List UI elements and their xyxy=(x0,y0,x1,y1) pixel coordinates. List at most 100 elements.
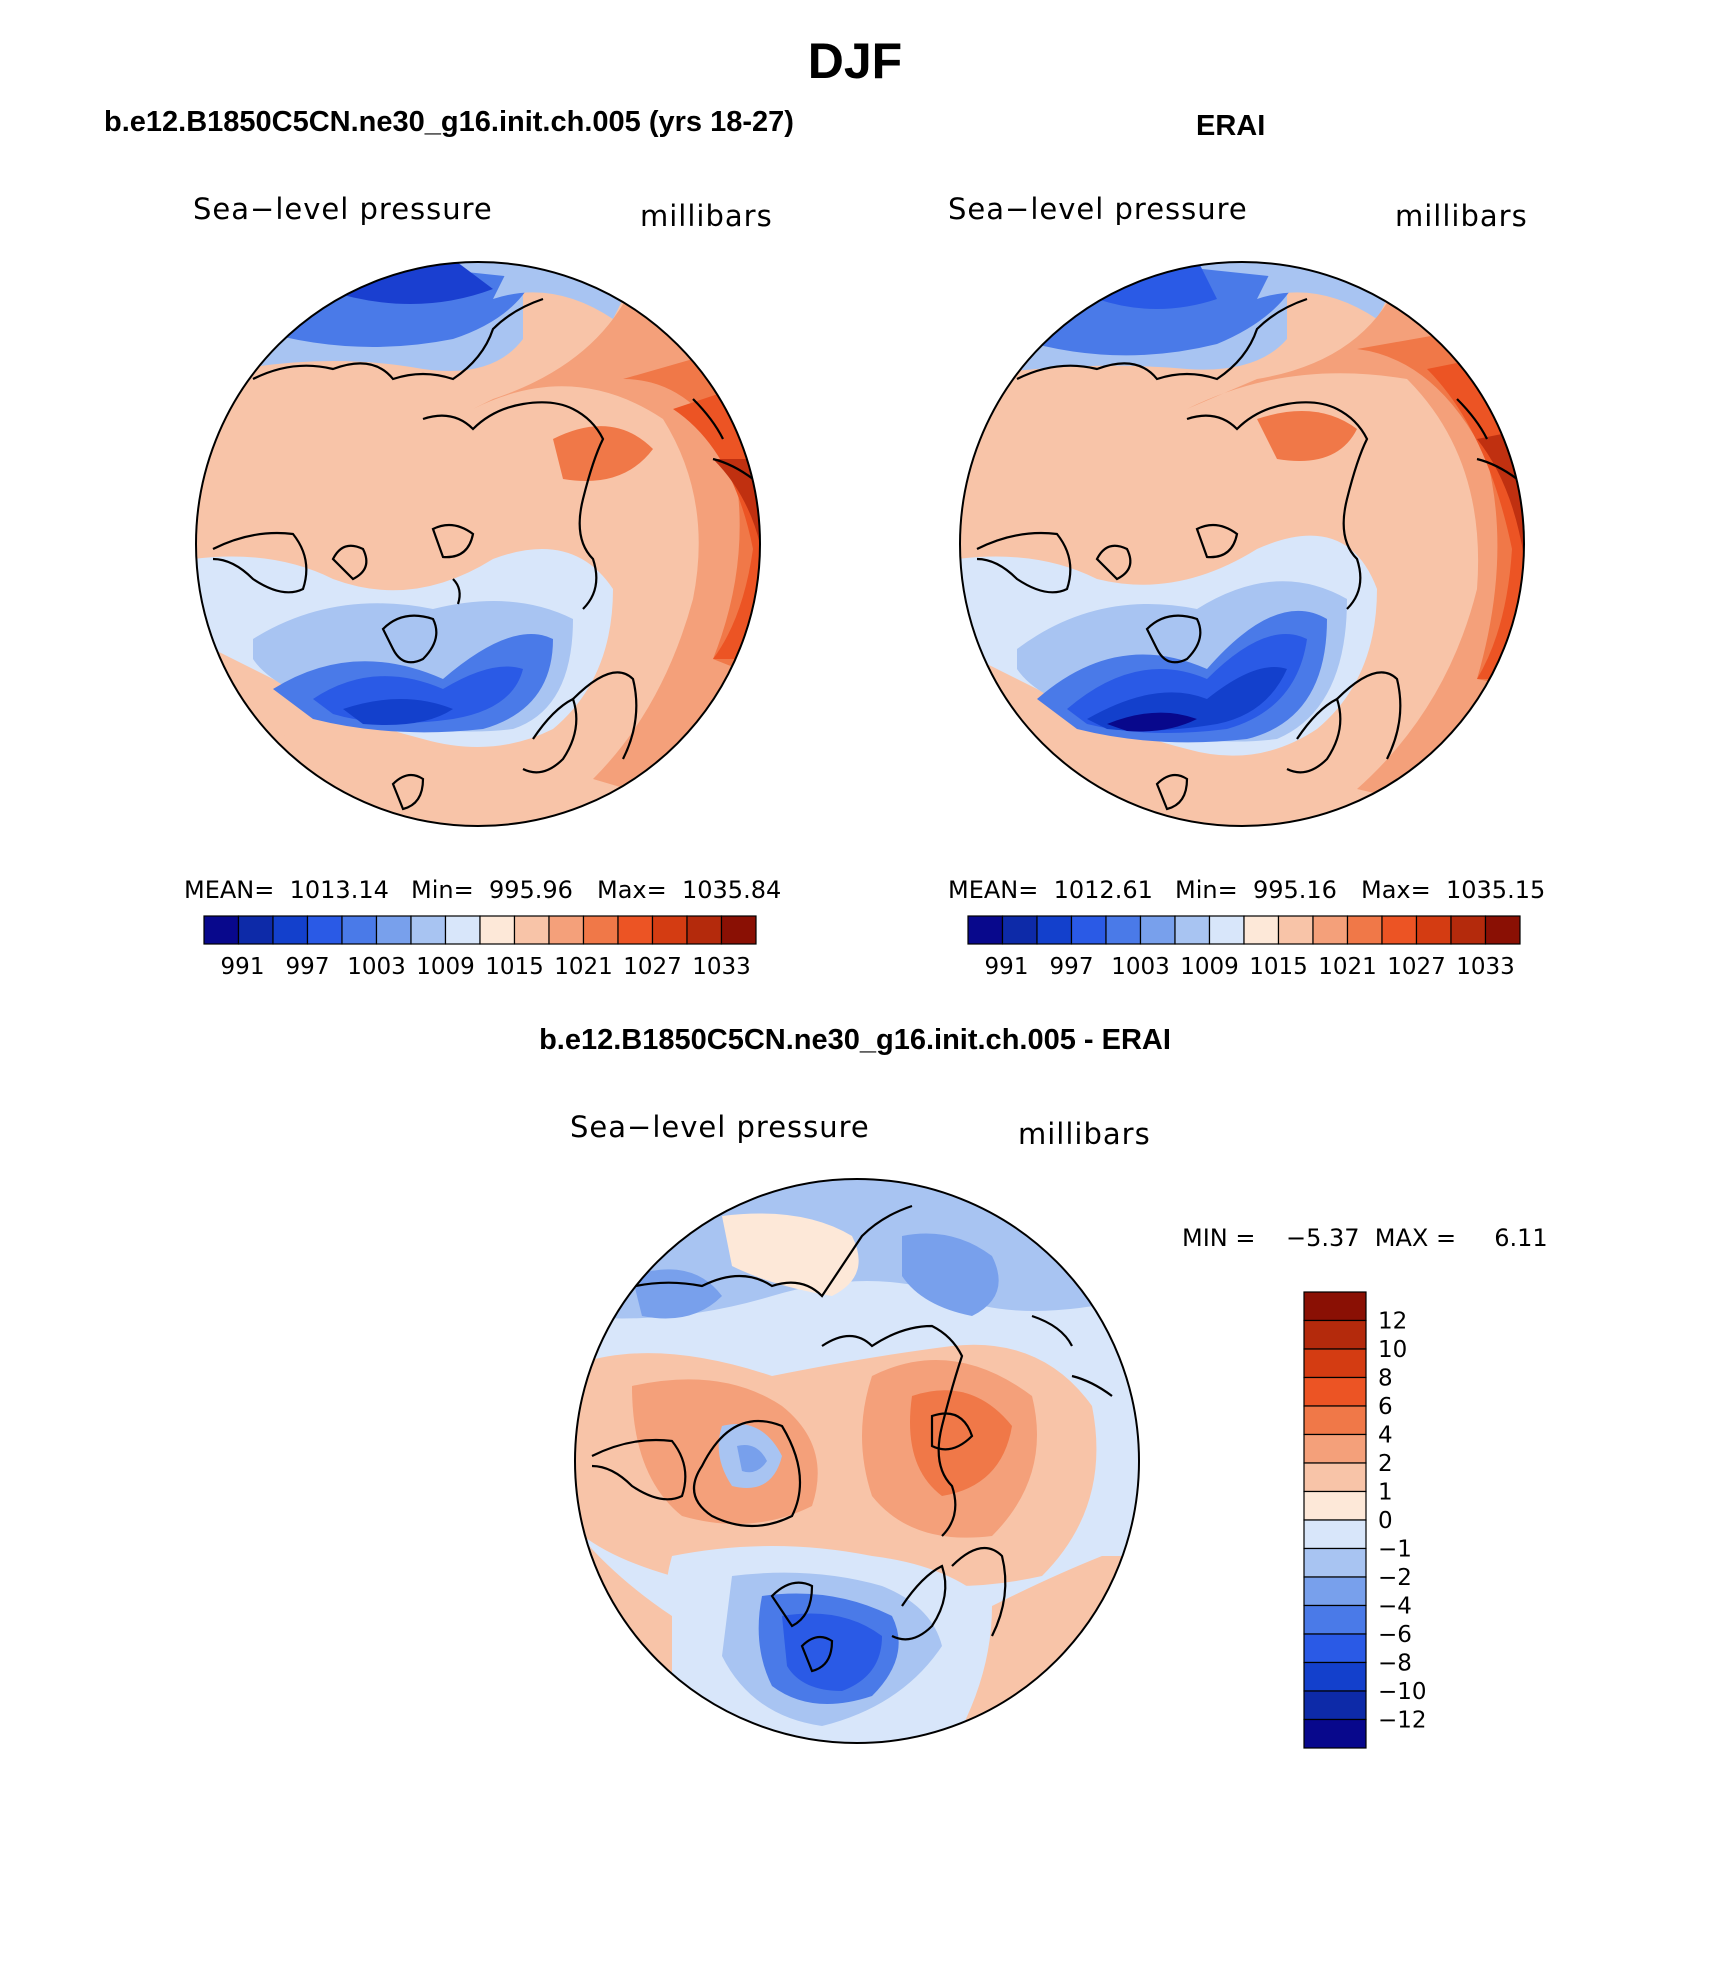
panel1-colorbar-box xyxy=(686,915,723,945)
panel3-colorbar-box xyxy=(1303,1348,1367,1379)
panel2-colorbar-label: 1003 xyxy=(1111,954,1170,980)
panel1-colorbar-label: 997 xyxy=(286,954,330,980)
panel3-colorbar-box xyxy=(1303,1604,1367,1635)
panel2-colorbar-box xyxy=(1381,915,1418,945)
panel2-colorbar-box xyxy=(1139,915,1176,945)
panel1-colorbar-box xyxy=(444,915,481,945)
panel2-colorbar-box xyxy=(1450,915,1487,945)
panel2-colorbar-label: 1033 xyxy=(1456,954,1515,980)
panel3-colorbar-box xyxy=(1303,1576,1367,1607)
panel-title-diff: b.e12.B1850C5CN.ne30_g16.init.ch.005 - E… xyxy=(539,1024,1171,1056)
panel3-coastlines xyxy=(591,1204,1113,1673)
panel1-colorbar: 991 997 1003 1009 1015 1021 1027 1033 xyxy=(203,915,757,980)
panel2-colorbar-box xyxy=(1484,915,1521,945)
panel2-colorbar-label: 1009 xyxy=(1180,954,1239,980)
panel3-colorbar-label: −8 xyxy=(1378,1651,1412,1677)
season-title: DJF xyxy=(807,33,903,89)
panel3-colorbar-box xyxy=(1303,1433,1367,1464)
panel2-colorbar: 991 997 1003 1009 1015 1021 1027 1033 xyxy=(967,915,1521,980)
panel3-colorbar-box xyxy=(1303,1462,1367,1493)
panel3-colorbar-label: 1 xyxy=(1378,1480,1393,1506)
panel1-colorbar-label: 991 xyxy=(221,954,265,980)
panel3-variable-label: Sea−level pressure xyxy=(570,1110,870,1144)
panel1-colorbar-box xyxy=(341,915,378,945)
panel3-colorbar-label: 10 xyxy=(1378,1337,1407,1363)
panel3-colorbar-box xyxy=(1303,1547,1367,1578)
panel2-colorbar-label: 1015 xyxy=(1249,954,1308,980)
panel1-colorbar-box xyxy=(548,915,585,945)
panel1-colorbar-box xyxy=(513,915,550,945)
panel2-polar-map xyxy=(959,261,1525,827)
panel1-max-stat: Max= 1035.84 xyxy=(597,876,782,904)
panel3-minmax-stat: MIN = −5.37 MAX = 6.11 xyxy=(1182,1224,1548,1252)
panel3-units-label: millibars xyxy=(1018,1117,1151,1151)
panel2-colorbar-box xyxy=(1312,915,1349,945)
panel1-colorbar-box xyxy=(203,915,240,945)
panel2-coastlines xyxy=(976,297,1518,811)
panel1-colorbar-box xyxy=(410,915,447,945)
panel1-colorbar-box xyxy=(651,915,688,945)
panel2-colorbar-box xyxy=(967,915,1004,945)
panel1-colorbar-box xyxy=(272,915,309,945)
panel1-units-label: millibars xyxy=(640,199,773,233)
panel3-colorbar-label: 4 xyxy=(1378,1423,1393,1449)
panel3-colorbar-box xyxy=(1303,1519,1367,1550)
panel2-colorbar-box xyxy=(1415,915,1452,945)
panel1-colorbar-box xyxy=(237,915,274,945)
panel2-max-stat: Max= 1035.15 xyxy=(1361,876,1546,904)
panel3-colorbar-box xyxy=(1303,1690,1367,1721)
panel2-units-label: millibars xyxy=(1395,199,1528,233)
panel3-colorbar-label: −6 xyxy=(1378,1622,1412,1648)
panel2-contour-fill xyxy=(960,262,1524,826)
panel2-colorbar-box xyxy=(1243,915,1280,945)
panel3-colorbar-box xyxy=(1303,1633,1367,1664)
panel2-colorbar-label: 997 xyxy=(1050,954,1094,980)
panel1-colorbar-box xyxy=(720,915,757,945)
panel2-variable-label: Sea−level pressure xyxy=(948,192,1248,226)
panel1-map-border xyxy=(195,261,761,827)
panel2-colorbar-box xyxy=(1277,915,1314,945)
panel3-colorbar-box xyxy=(1303,1319,1367,1350)
panel1-variable-label: Sea−level pressure xyxy=(193,192,493,226)
panel1-colorbar-label: 1021 xyxy=(554,954,613,980)
panel2-colorbar-label: 1027 xyxy=(1387,954,1446,980)
panel3-colorbar-label: 6 xyxy=(1378,1394,1393,1420)
panel3-colorbar-label: −12 xyxy=(1378,1708,1427,1734)
panel1-colorbar-label: 1027 xyxy=(623,954,682,980)
panel1-polar-map xyxy=(195,261,761,827)
panel2-colorbar-box xyxy=(1001,915,1038,945)
panel1-min-stat: Min= 995.96 xyxy=(411,876,573,904)
panel1-coastlines xyxy=(212,297,754,811)
panel3-colorbar-box xyxy=(1303,1291,1367,1322)
panel2-map-border xyxy=(959,261,1525,827)
panel1-colorbar-box xyxy=(306,915,343,945)
panel-title-model: b.e12.B1850C5CN.ne30_g16.init.ch.005 (yr… xyxy=(104,106,794,138)
panel3-colorbar-label: −10 xyxy=(1378,1679,1427,1705)
panel1-colorbar-box xyxy=(479,915,516,945)
panel3-map-border xyxy=(574,1178,1140,1744)
panel2-colorbar-box xyxy=(1174,915,1211,945)
panel1-colorbar-box xyxy=(617,915,654,945)
panel3-colorbar-box xyxy=(1303,1405,1367,1436)
panel-title-obs: ERAI xyxy=(1196,110,1266,142)
panel3-colorbar-label: 0 xyxy=(1378,1508,1393,1534)
panel3-colorbar-label: 12 xyxy=(1378,1309,1407,1335)
panel3-colorbar-label: −2 xyxy=(1378,1565,1412,1591)
panel2-colorbar-box xyxy=(1105,915,1142,945)
panel3-polar-map xyxy=(574,1178,1140,1744)
panel2-colorbar-box xyxy=(1036,915,1073,945)
panel1-colorbar-label: 1015 xyxy=(485,954,544,980)
panel3-colorbar-label: −4 xyxy=(1378,1594,1412,1620)
panel2-mean-stat: MEAN= 1012.61 xyxy=(948,876,1153,904)
panel1-colorbar-label: 1009 xyxy=(416,954,475,980)
panel3-colorbar-box xyxy=(1303,1376,1367,1407)
panel1-colorbar-box xyxy=(375,915,412,945)
panel3-colorbar-label: 2 xyxy=(1378,1451,1393,1477)
panel1-mean-stat: MEAN= 1013.14 xyxy=(184,876,389,904)
panel2-colorbar-box xyxy=(1070,915,1107,945)
panel3-colorbar-box xyxy=(1303,1718,1367,1749)
panel3-colorbar-label: 8 xyxy=(1378,1366,1393,1392)
panel2-colorbar-label: 991 xyxy=(985,954,1029,980)
panel3-colorbar-label: −1 xyxy=(1378,1537,1412,1563)
